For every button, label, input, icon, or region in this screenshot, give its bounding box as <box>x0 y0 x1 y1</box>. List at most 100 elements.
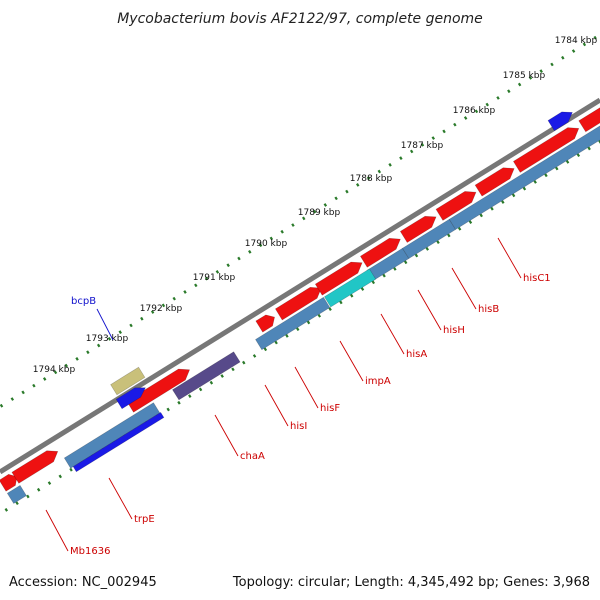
label-leader <box>294 366 319 409</box>
scale-tick <box>453 122 457 127</box>
scale-tick <box>252 354 257 358</box>
scale-tick <box>129 323 133 328</box>
forward-gene-block <box>11 450 59 484</box>
scale-tick <box>485 102 489 107</box>
scale-tick <box>544 173 548 178</box>
forward-gene-block <box>314 261 363 296</box>
scale-tick <box>414 253 419 258</box>
scale-label: 1785 kbp <box>503 71 546 81</box>
scale-tick <box>576 153 581 158</box>
gene-label: hisI <box>290 421 307 432</box>
scale-tick <box>317 313 322 318</box>
label-leader <box>497 237 522 279</box>
trna-feature-block <box>172 351 241 401</box>
genome-backbone <box>0 97 600 475</box>
scale-tick <box>198 387 203 392</box>
scale-tick <box>248 249 252 254</box>
scale-tick <box>69 467 73 472</box>
gene-label: hisA <box>406 349 427 360</box>
scale-tick <box>312 209 317 214</box>
gene-label: hisF <box>320 403 340 414</box>
scale-tick <box>474 109 479 114</box>
scale-tick <box>399 156 403 161</box>
scale-tick <box>490 206 494 211</box>
scale-tick <box>302 216 306 221</box>
scale-tick <box>436 240 440 245</box>
label-leader <box>339 340 364 382</box>
scale-tick <box>47 481 52 485</box>
label-leader <box>214 414 239 457</box>
scale-tick <box>447 233 451 238</box>
outer-scale-ticks <box>0 35 597 408</box>
scale-tick <box>511 193 516 198</box>
scale-tick <box>269 236 274 241</box>
inner-scale-ticks <box>4 140 600 512</box>
scale-tick <box>425 247 429 251</box>
scale-tick <box>204 276 209 281</box>
scale-label: 1791 kbp <box>193 273 236 283</box>
gene-labels: bcpB hisC1 hisB hisH hisA impA hisF hisI chaA trp… <box>70 273 551 557</box>
gene-label: trpE <box>134 514 155 525</box>
scale-tick <box>118 330 122 334</box>
forward-gene-block <box>474 167 515 197</box>
scale-tick <box>10 397 15 401</box>
scale-tick <box>166 407 170 412</box>
gene-label: bcpB <box>71 296 96 307</box>
scale-label: 1794 kbp <box>33 365 76 375</box>
scale-tick <box>226 263 230 268</box>
label-leader <box>380 313 405 355</box>
scale-tick <box>349 293 354 298</box>
scale-tick <box>496 96 500 100</box>
scale-tick <box>468 220 473 224</box>
scale-tick <box>555 166 559 171</box>
forward-gene-block <box>399 215 437 243</box>
scale-tick <box>550 62 554 67</box>
scale-tick <box>377 169 382 174</box>
label-leaders <box>45 237 522 552</box>
scale-tick <box>237 256 241 261</box>
scale-tick <box>280 229 284 234</box>
gene-label: hisH <box>443 325 465 336</box>
scale-tick <box>231 367 235 372</box>
scale-tick <box>86 350 90 355</box>
scale-tick <box>582 42 587 47</box>
scale-label: 1784 kbp <box>555 36 598 46</box>
scale-tick <box>161 303 166 308</box>
scale-label: 1786 kbp <box>453 106 496 116</box>
forward-gene-block <box>578 107 600 133</box>
label-leader <box>451 267 477 310</box>
scale-tick <box>561 55 565 60</box>
scale-tick <box>306 320 311 325</box>
scale-tick <box>263 347 268 352</box>
label-leader <box>264 384 289 427</box>
scale-tick <box>409 149 414 154</box>
misc-feature-block <box>547 111 573 132</box>
scale-tick <box>242 360 246 365</box>
reverse-gene-block <box>255 296 331 351</box>
scale-label: 1787 kbp <box>401 141 444 151</box>
scale-tick <box>258 243 263 247</box>
rna-feature-block <box>323 268 377 308</box>
scale-label: 1790 kbp <box>245 239 288 249</box>
scale-tick <box>96 343 101 348</box>
gene-label: impA <box>365 376 391 387</box>
scale-tick <box>285 334 289 338</box>
scale-tick <box>0 403 4 408</box>
scale-tick <box>533 180 537 184</box>
label-leader <box>45 509 69 552</box>
scale-tick <box>371 280 376 285</box>
scale-tick <box>26 494 30 499</box>
scale-tick <box>339 300 343 305</box>
scale-tick <box>53 370 58 375</box>
gene-label: chaA <box>240 451 265 462</box>
scale-tick <box>209 380 214 385</box>
scale-tick <box>593 35 597 40</box>
scale-tick <box>528 75 533 80</box>
scale-tick <box>539 69 543 74</box>
scale-tick <box>177 400 181 405</box>
scale-tick <box>107 336 112 341</box>
misc-feature-block <box>72 411 165 473</box>
scale-tick <box>587 146 591 151</box>
map-title: Mycobacterium bovis AF2122/97, complete … <box>117 11 483 27</box>
